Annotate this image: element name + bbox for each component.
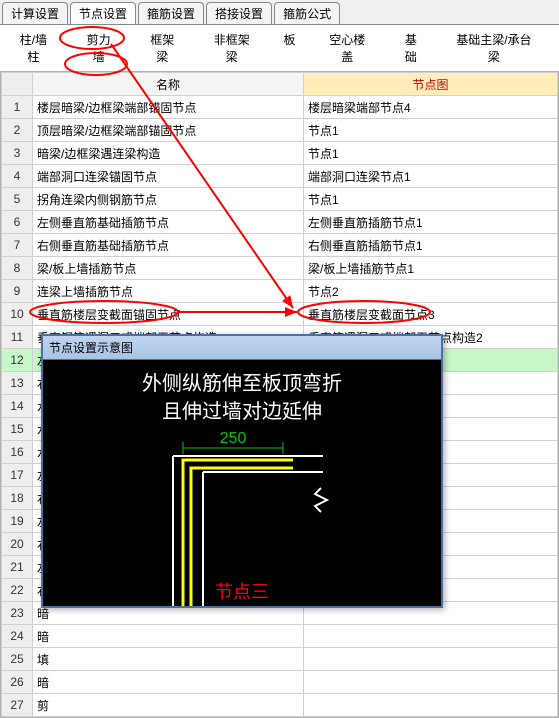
sub-tab-6[interactable]: 基础: [389, 29, 433, 67]
cell-name: 顶层暗梁/边框梁端部锚固节点: [33, 119, 304, 142]
cell-name: 右侧垂直筋基础插筋节点: [33, 234, 304, 257]
row-number: 19: [2, 510, 33, 533]
sub-tab-2[interactable]: 框架梁: [134, 29, 190, 67]
table-row[interactable]: 7右侧垂直筋基础插筋节点右侧垂直筋插筋节点1: [2, 234, 558, 257]
main-tab-0[interactable]: 计算设置: [2, 2, 68, 24]
cell-node: [304, 694, 558, 717]
cell-node: 节点1: [304, 142, 558, 165]
cell-name: 梁/板上墙插筋节点: [33, 257, 304, 280]
row-number: 23: [2, 602, 33, 625]
row-number: 8: [2, 257, 33, 280]
cell-node: 右侧垂直筋插筋节点1: [304, 234, 558, 257]
table-row[interactable]: 2顶层暗梁/边框梁端部锚固节点节点1: [2, 119, 558, 142]
cell-name: 连梁上墙插筋节点: [33, 280, 304, 303]
table-row[interactable]: 25填: [2, 648, 558, 671]
diagram-popup-title: 节点设置示意图: [43, 336, 441, 360]
cell-node: 节点1: [304, 119, 558, 142]
cell-node: 端部洞口连梁节点1: [304, 165, 558, 188]
row-number: 4: [2, 165, 33, 188]
row-number: 26: [2, 671, 33, 694]
table-row[interactable]: 3暗梁/边框梁遇连梁构造节点1: [2, 142, 558, 165]
diagram-node-label: 节点三: [215, 582, 269, 602]
cell-name: 拐角连梁内侧钢筋节点: [33, 188, 304, 211]
table-row[interactable]: 10垂直筋楼层变截面锚固节点垂直筋楼层变截面节点3: [2, 303, 558, 326]
cell-name: 楼层暗梁/边框梁端部锚固节点: [33, 96, 304, 119]
cell-name: 左侧垂直筋基础插筋节点: [33, 211, 304, 234]
cell-name: 暗梁/边框梁遇连梁构造: [33, 142, 304, 165]
row-number: 27: [2, 694, 33, 717]
row-number: 15: [2, 418, 33, 441]
row-number: 11: [2, 326, 33, 349]
row-number: 25: [2, 648, 33, 671]
col-name: 名称: [33, 73, 304, 96]
table-row[interactable]: 27剪: [2, 694, 558, 717]
table-row[interactable]: 6左侧垂直筋基础插筋节点左侧垂直筋插筋节点1: [2, 211, 558, 234]
row-number: 16: [2, 441, 33, 464]
row-number: 12: [2, 349, 33, 372]
row-number: 7: [2, 234, 33, 257]
sub-tab-4[interactable]: 板: [274, 29, 306, 67]
table-row[interactable]: 8梁/板上墙插筋节点梁/板上墙插筋节点1: [2, 257, 558, 280]
main-tab-row: 计算设置节点设置箍筋设置搭接设置箍筋公式: [0, 0, 559, 24]
sub-tab-3[interactable]: 非框架梁: [198, 29, 265, 67]
cell-name: 填: [33, 648, 304, 671]
row-number: 5: [2, 188, 33, 211]
row-number: 22: [2, 579, 33, 602]
row-number: 1: [2, 96, 33, 119]
cell-node: 楼层暗梁端部节点4: [304, 96, 558, 119]
main-tab-2[interactable]: 箍筋设置: [138, 2, 204, 24]
cell-name: 暗: [33, 671, 304, 694]
row-number: 14: [2, 395, 33, 418]
table-row[interactable]: 5拐角连梁内侧钢筋节点节点1: [2, 188, 558, 211]
cell-node: 垂直筋楼层变截面节点3: [304, 303, 558, 326]
sub-tab-row: 柱/墙柱剪力墙框架梁非框架梁板空心楼盖基础基础主梁/承台梁: [0, 24, 559, 71]
cell-node: 节点1: [304, 188, 558, 211]
cell-node: 左侧垂直筋插筋节点1: [304, 211, 558, 234]
sub-tab-1[interactable]: 剪力墙: [71, 29, 127, 67]
row-number: 18: [2, 487, 33, 510]
row-number: 13: [2, 372, 33, 395]
cell-node: [304, 625, 558, 648]
cell-node: [304, 671, 558, 694]
table-row[interactable]: 9连梁上墙插筋节点节点2: [2, 280, 558, 303]
row-number: 2: [2, 119, 33, 142]
row-number: 3: [2, 142, 33, 165]
cell-node: 梁/板上墙插筋节点1: [304, 257, 558, 280]
row-number: 9: [2, 280, 33, 303]
row-number: 6: [2, 211, 33, 234]
table-container: 名称 节点图 1楼层暗梁/边框梁端部锚固节点楼层暗梁端部节点42顶层暗梁/边框梁…: [0, 71, 559, 718]
table-row[interactable]: 26暗: [2, 671, 558, 694]
table-row[interactable]: 1楼层暗梁/边框梁端部锚固节点楼层暗梁端部节点4: [2, 96, 558, 119]
cell-name: 端部洞口连梁锚固节点: [33, 165, 304, 188]
diagram-popup[interactable]: 节点设置示意图 外侧纵筋伸至板顶弯折 且伸过墙对边延伸 250 节点三: [41, 334, 443, 608]
table-row[interactable]: 24暗: [2, 625, 558, 648]
col-node: 节点图: [304, 73, 558, 96]
row-number: 10: [2, 303, 33, 326]
cell-name: 暗: [33, 625, 304, 648]
table-row[interactable]: 4端部洞口连梁锚固节点端部洞口连梁节点1: [2, 165, 558, 188]
row-number: 24: [2, 625, 33, 648]
diagram-canvas: 外侧纵筋伸至板顶弯折 且伸过墙对边延伸 250 节点三: [43, 360, 441, 606]
sub-tab-5[interactable]: 空心楼盖: [314, 29, 381, 67]
cell-name: 剪: [33, 694, 304, 717]
sub-tab-7[interactable]: 基础主梁/承台梁: [441, 29, 547, 67]
cell-node: 节点2: [304, 280, 558, 303]
main-tab-3[interactable]: 搭接设置: [206, 2, 272, 24]
row-number: 17: [2, 464, 33, 487]
main-tab-1[interactable]: 节点设置: [70, 2, 136, 24]
col-rownum: [2, 73, 33, 96]
sub-tab-0[interactable]: 柱/墙柱: [4, 29, 63, 67]
cell-name: 垂直筋楼层变截面锚固节点: [33, 303, 304, 326]
row-number: 21: [2, 556, 33, 579]
main-tab-4[interactable]: 箍筋公式: [274, 2, 340, 24]
cell-node: [304, 648, 558, 671]
row-number: 20: [2, 533, 33, 556]
